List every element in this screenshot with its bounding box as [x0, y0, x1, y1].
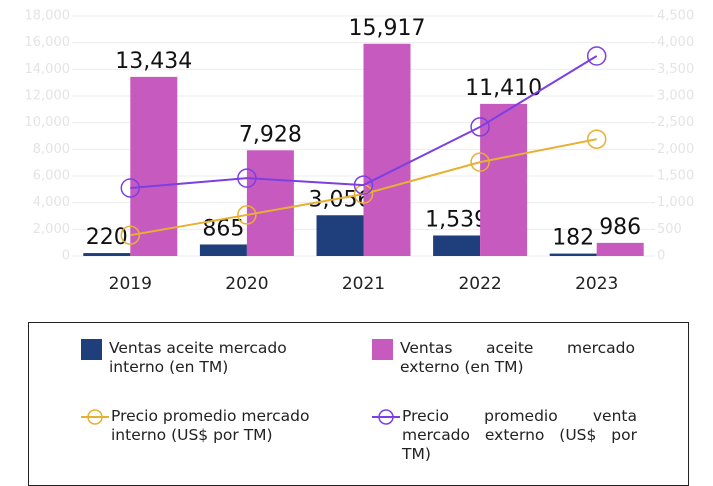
bar	[363, 43, 411, 257]
x-tick-label: 2021	[342, 274, 385, 294]
data-label: 15,917	[349, 16, 426, 41]
y2-tick-label: 2,000	[657, 142, 694, 157]
x-tick-label: 2020	[225, 274, 268, 294]
y2-tick-label: 500	[657, 222, 682, 237]
legend-icon	[81, 409, 109, 425]
marker	[237, 205, 257, 225]
data-label: 220	[86, 225, 128, 250]
y2-tick-label: 1,500	[657, 169, 694, 184]
x-tick-label: 2023	[575, 274, 618, 294]
marker	[353, 175, 374, 195]
data-label: 182	[552, 226, 594, 251]
marker	[237, 168, 257, 188]
y2-tick-label: 3,500	[657, 62, 694, 77]
legend-icon	[372, 339, 393, 360]
bar	[433, 235, 481, 256]
data-label: 7,928	[239, 122, 302, 147]
y-tick-label: 2,000	[33, 222, 70, 237]
legend-label: Ventas aceite mercado interno (en TM)	[109, 339, 287, 376]
data-label: 986	[599, 215, 641, 240]
legend-item: Precio promedio venta mercado externo (U…	[372, 405, 637, 465]
chart: 0 2,000 4,000 6,000 8,000 10,000 12,000 14,000 1…	[25, 9, 695, 295]
y2-tick-label: 4,000	[657, 35, 694, 50]
data-label: 3,056	[309, 187, 372, 212]
legend-item: Ventas aceite mercado externo (en TM)	[372, 337, 637, 397]
y2-tick-label: 2,500	[657, 115, 694, 130]
legend-icon	[372, 409, 400, 425]
legend-label: Precio promedio venta mercado externo (U…	[402, 407, 637, 463]
marker	[120, 178, 141, 198]
legend-label: Ventas aceite mercado externo (en TM)	[400, 339, 635, 376]
y-tick-label: 8,000	[33, 142, 70, 157]
legend-label: Precio promedio mercado interno (US$ por…	[111, 407, 310, 444]
data-label: 13,434	[115, 49, 192, 74]
bar	[549, 253, 597, 256]
legend-marker	[87, 409, 103, 425]
legend-icon	[81, 339, 102, 360]
legend-item: Ventas aceite mercado interno (en TM)	[81, 337, 311, 397]
x-tick-label: 2022	[458, 274, 501, 294]
bar	[83, 253, 131, 256]
x-tick-label: 2019	[109, 274, 152, 294]
data-label: 865	[202, 216, 244, 241]
marker	[470, 152, 490, 172]
y-tick-label: 10,000	[25, 115, 71, 130]
marker	[120, 225, 141, 245]
marker	[586, 46, 607, 66]
bar	[199, 244, 247, 256]
legend: Ventas aceite mercado interno (en TM) Ven…	[28, 322, 689, 486]
legend-marker	[378, 409, 394, 425]
bar	[130, 76, 178, 256]
y-tick-label: 0	[62, 249, 70, 264]
y2-tick-label: 1,000	[657, 195, 694, 210]
y-tick-label: 14,000	[25, 62, 71, 77]
legend-swatch	[372, 339, 393, 360]
marker	[586, 129, 607, 149]
bar	[596, 242, 644, 256]
y2-tick-label: 4,500	[657, 9, 694, 24]
y-tick-label: 12,000	[25, 89, 71, 104]
marker	[470, 117, 490, 137]
y2-tick-label: 3,000	[657, 89, 694, 104]
y-tick-label: 18,000	[25, 9, 71, 24]
legend-swatch	[81, 339, 102, 360]
legend-item: Precio promedio mercado interno (US$ por…	[81, 405, 311, 465]
bar	[480, 103, 528, 256]
y-tick-label: 4,000	[33, 195, 70, 210]
bar	[246, 150, 294, 256]
y-tick-label: 6,000	[33, 169, 70, 184]
data-label: 1,539	[425, 207, 488, 232]
bar	[316, 215, 364, 256]
y2-tick-label: 0	[657, 249, 665, 264]
line	[130, 55, 598, 189]
y-tick-label: 16,000	[25, 35, 71, 50]
